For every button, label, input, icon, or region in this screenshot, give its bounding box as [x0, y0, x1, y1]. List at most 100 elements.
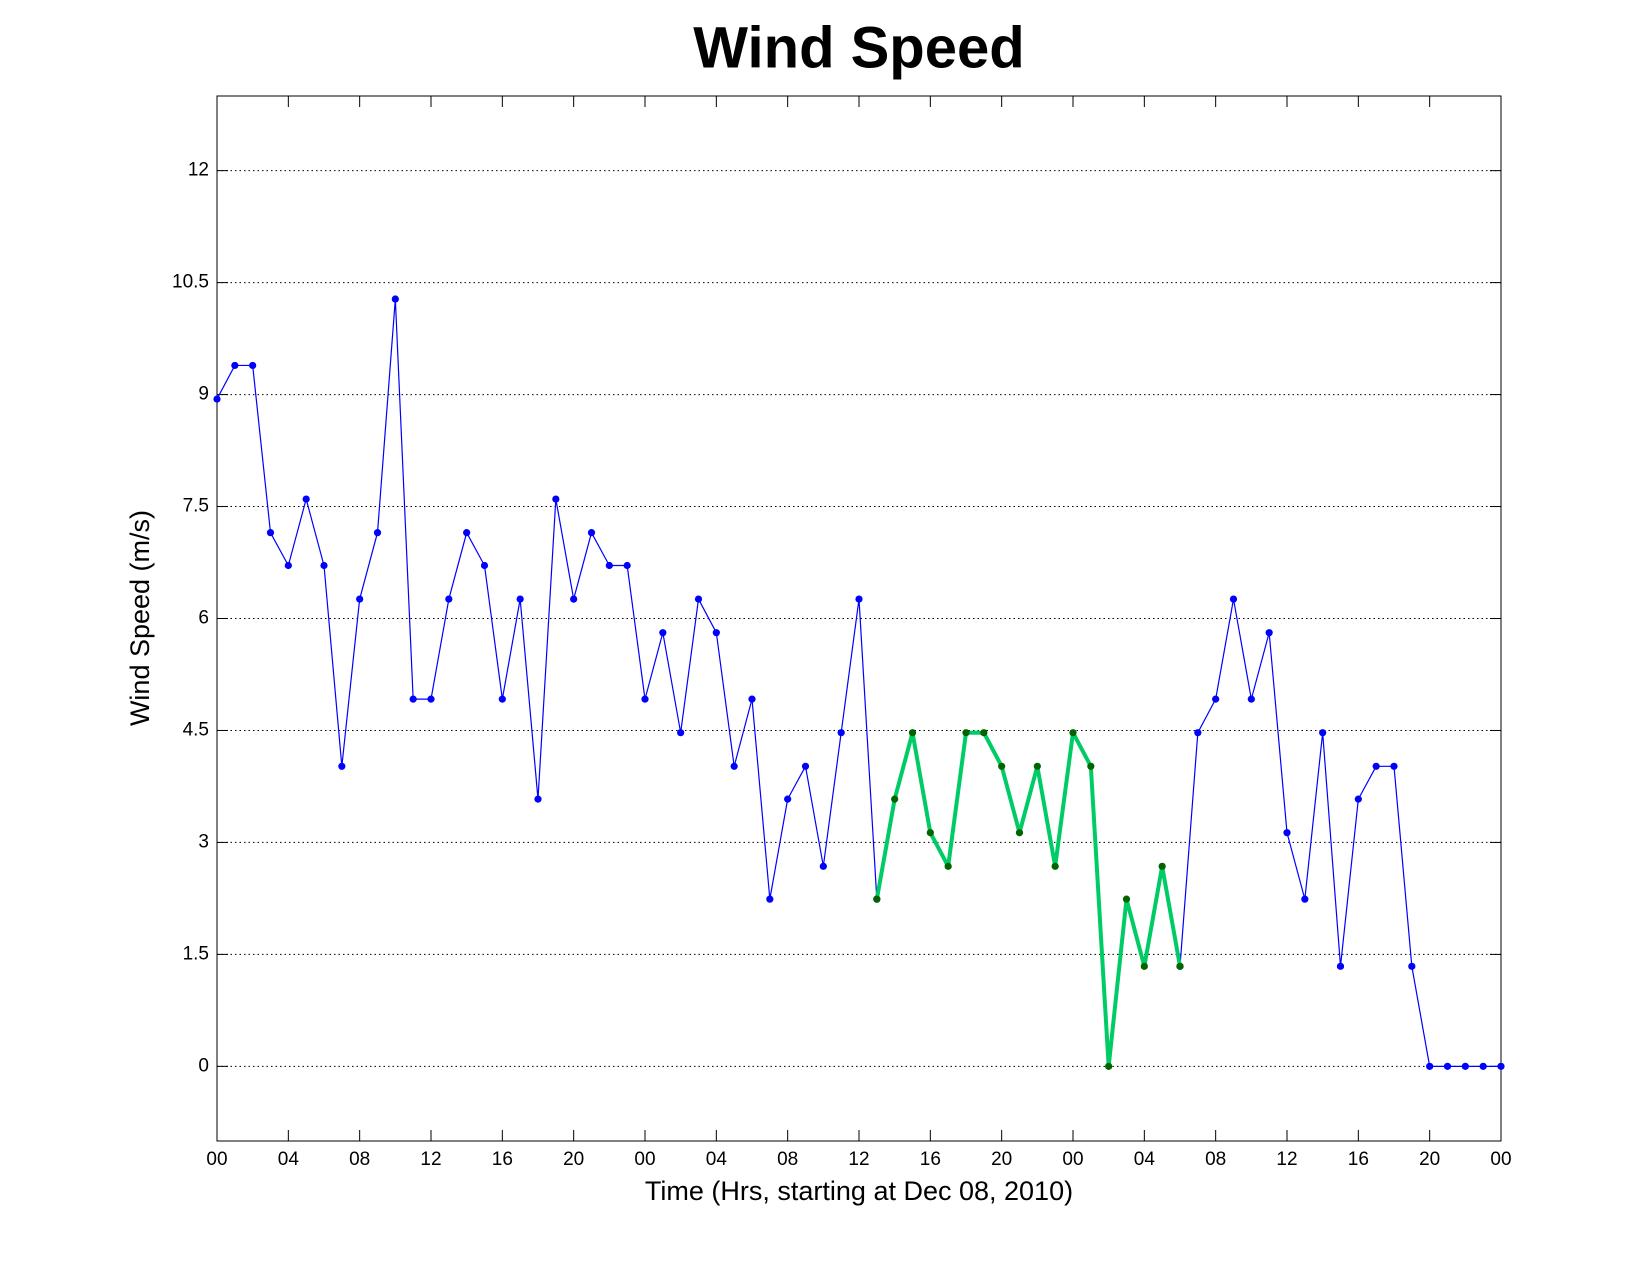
x-tick-label: 00 — [1062, 1149, 1083, 1170]
data-point — [284, 561, 292, 570]
data-point — [980, 729, 988, 737]
data-point — [694, 595, 703, 603]
data-point — [659, 629, 667, 637]
data-point — [1265, 629, 1273, 637]
y-tick-label: 10.5 — [172, 272, 209, 293]
x-tick-label: 00 — [1490, 1149, 1511, 1170]
data-point — [748, 695, 756, 703]
x-tick-label: 20 — [991, 1149, 1012, 1170]
data-point — [1069, 729, 1077, 737]
data-point — [908, 729, 917, 737]
data-point — [730, 762, 738, 770]
data-point — [1140, 962, 1148, 970]
data-point — [463, 529, 471, 537]
x-tick-label: 08 — [777, 1149, 798, 1170]
x-tick-label: 04 — [278, 1149, 300, 1170]
data-point — [1497, 1062, 1505, 1070]
data-point — [266, 529, 275, 537]
data-point — [1319, 729, 1327, 737]
data-point — [855, 595, 863, 603]
data-point — [587, 529, 596, 537]
x-tick-label: 04 — [1134, 1149, 1156, 1170]
data-point — [1461, 1062, 1469, 1070]
data-point — [1336, 962, 1345, 970]
data-point — [1390, 762, 1398, 770]
data-point — [427, 695, 435, 703]
data-point — [570, 595, 578, 603]
y-tick-label: 4.5 — [183, 719, 209, 740]
series-line — [874, 730, 1182, 1069]
data-point — [1354, 795, 1362, 803]
data-point — [1122, 895, 1131, 903]
x-tick-label: 12 — [420, 1149, 441, 1170]
data-point — [926, 829, 934, 837]
data-point — [1105, 1062, 1113, 1070]
y-tick-label: 7.5 — [183, 496, 209, 517]
data-point — [962, 729, 970, 737]
x-tick-label: 20 — [1419, 1149, 1440, 1170]
data-point — [998, 762, 1006, 770]
y-tick-label: 3 — [198, 831, 209, 852]
x-axis-label: Time (Hrs, starting at Dec 08, 2010) — [645, 1176, 1073, 1206]
data-point — [712, 629, 720, 637]
x-tick-label: 04 — [706, 1149, 728, 1170]
data-point — [516, 595, 524, 603]
data-point — [766, 895, 774, 903]
chart-title: Wind Speed — [693, 15, 1024, 80]
data-point — [320, 561, 328, 570]
data-point — [1479, 1062, 1487, 1070]
data-point — [1229, 595, 1238, 603]
x-tick-label: 00 — [634, 1149, 655, 1170]
data-point — [338, 762, 346, 770]
data-point — [1051, 862, 1059, 870]
x-tick-label: 08 — [349, 1149, 370, 1170]
data-point — [1426, 1062, 1434, 1070]
y-tick-label: 12 — [188, 160, 209, 181]
data-point — [1283, 829, 1291, 837]
data-point — [391, 295, 399, 303]
data-point — [409, 695, 417, 703]
data-point — [1372, 762, 1380, 770]
data-point — [891, 795, 899, 803]
data-point — [1408, 962, 1416, 970]
data-point — [1158, 862, 1166, 870]
x-tick-label: 20 — [563, 1149, 584, 1170]
data-point — [213, 395, 221, 403]
y-tick-label: 0 — [198, 1055, 209, 1076]
data-point — [784, 795, 792, 803]
data-point — [1247, 695, 1255, 703]
data-point — [873, 895, 881, 903]
x-tick-label: 08 — [1205, 1149, 1226, 1170]
x-tick-label: 16 — [492, 1149, 513, 1170]
data-point — [801, 762, 810, 770]
data-point — [1033, 762, 1041, 770]
y-tick-label: 6 — [198, 608, 209, 629]
data-point — [356, 595, 364, 603]
data-point — [534, 795, 542, 803]
data-point — [373, 529, 382, 537]
data-point — [1443, 1062, 1452, 1070]
y-axis-label: Wind Speed (m/s) — [125, 510, 155, 726]
data-point — [1015, 829, 1024, 837]
data-point — [605, 561, 613, 570]
data-point — [623, 561, 631, 570]
data-point — [302, 495, 310, 503]
data-point — [677, 729, 685, 737]
data-point — [837, 729, 845, 737]
data-point — [445, 595, 453, 603]
data-point — [480, 561, 489, 570]
x-tick-label: 16 — [920, 1149, 941, 1170]
data-point — [552, 495, 560, 503]
x-tick-label: 16 — [1348, 1149, 1369, 1170]
data-point — [641, 695, 649, 703]
data-point — [944, 862, 952, 870]
plot-frame — [216, 95, 1502, 1142]
data-point — [498, 695, 506, 703]
y-tick-label: 1.5 — [183, 943, 209, 964]
series-line — [216, 298, 878, 900]
x-tick-label: 00 — [206, 1149, 227, 1170]
x-tick-label: 12 — [848, 1149, 869, 1170]
